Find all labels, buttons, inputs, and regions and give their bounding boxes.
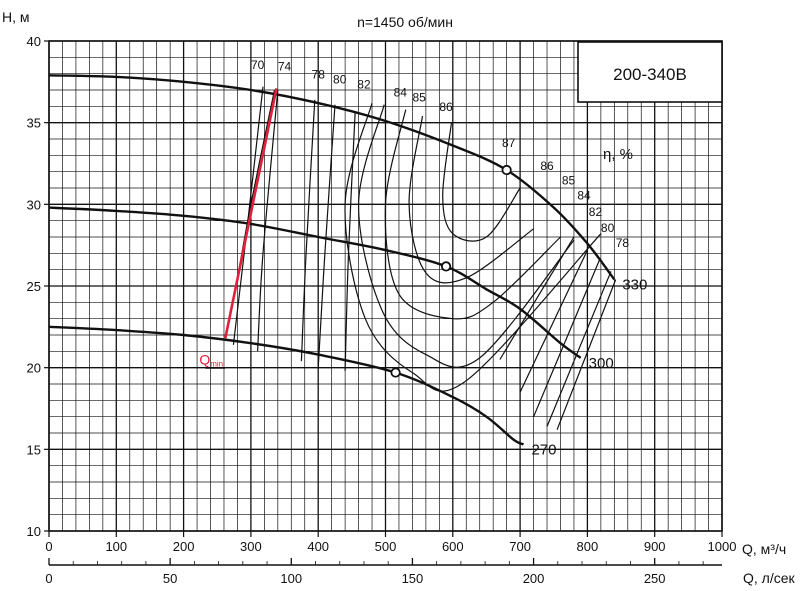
efficiency-label: 80 — [601, 221, 615, 235]
efficiency-contour-line — [317, 104, 336, 368]
impeller-curve-330 — [48, 74, 616, 281]
efficiency-label: 74 — [278, 59, 292, 73]
model-badge — [577, 41, 723, 103]
efficiency-label: 70 — [251, 58, 265, 72]
efficiency-contour-84 — [384, 109, 561, 320]
efficiency-label: 85 — [562, 174, 576, 188]
axis-ticks: 0 100 200 300 400 500 600 700 800 900 100010152025… — [27, 34, 737, 586]
x2-tick-label: 50 — [163, 571, 177, 586]
efficiency-contour-line — [300, 99, 316, 362]
efficiency-contour-line — [546, 271, 612, 427]
impeller-curve-270 — [48, 325, 525, 446]
efficiency-label: 85 — [412, 90, 426, 104]
impeller-curve-label: 330 — [622, 276, 647, 293]
qmin-label-sub: min — [210, 359, 223, 368]
efficiency-contour-85 — [408, 116, 534, 284]
model-label: 200-340B — [613, 65, 687, 84]
x2-tick-label: 150 — [402, 571, 424, 586]
qmin-line — [224, 88, 278, 339]
y-tick-label: 10 — [27, 524, 41, 539]
efficiency-label: 78 — [616, 236, 630, 250]
y-tick-label: 30 — [27, 197, 41, 212]
x-tick-label: 600 — [442, 539, 464, 554]
efficiency-contour-80 — [344, 102, 602, 392]
qmin-label: Qmin — [199, 351, 223, 368]
major-grid — [48, 40, 723, 532]
bep-point — [501, 164, 512, 176]
efficiency-axis-label: η, % — [603, 146, 633, 163]
efficiency-label: 82 — [589, 205, 603, 219]
efficiency-label: 84 — [577, 188, 591, 202]
efficiency-label: 80 — [333, 72, 347, 86]
x-tick-label: 500 — [375, 539, 397, 554]
x-tick-label: 0 — [45, 539, 52, 554]
efficiency-contour-line — [556, 279, 617, 430]
x-axis-title: Q, м³/ч — [742, 541, 786, 557]
x2-tick-label: 200 — [523, 571, 545, 586]
bep-point — [390, 367, 401, 378]
bep-point — [440, 261, 452, 272]
efficiency-contour-line — [257, 89, 279, 352]
x2-tick-label: 250 — [644, 571, 666, 586]
qmin-label-main: Q — [199, 351, 210, 367]
efficiency-label: 87 — [502, 136, 516, 150]
y-tick-label: 15 — [27, 442, 41, 457]
impeller-curve-label: 270 — [531, 441, 556, 458]
efficiency-contour-86 — [442, 122, 521, 242]
impeller-curve-label: 300 — [589, 355, 614, 372]
chart-title: n=1450 об/мин — [357, 14, 453, 30]
x2-tick-label: 0 — [45, 571, 52, 586]
x-tick-label: 100 — [105, 539, 127, 554]
x-tick-label: 700 — [509, 539, 531, 554]
y-tick-label: 25 — [27, 279, 41, 294]
efficiency-label: 86 — [439, 100, 453, 114]
x-tick-label: 1000 — [708, 539, 737, 554]
impeller-curve-300 — [48, 206, 582, 359]
x2-tick-label: 100 — [280, 571, 302, 586]
qmin-group: Qmin — [199, 88, 278, 369]
x-tick-label: 900 — [644, 539, 666, 554]
y-tick-label: 20 — [27, 361, 41, 376]
efficiency-label: 86 — [540, 159, 554, 173]
y-tick-label: 35 — [27, 116, 41, 131]
x2-axis-title: Q, л/сек — [743, 570, 796, 586]
efficiency-contour-82 — [357, 104, 575, 368]
y-axis-title: H, м — [2, 9, 30, 25]
x-tick-label: 800 — [577, 539, 599, 554]
efficiency-label: 78 — [312, 68, 326, 82]
efficiency-contours — [232, 86, 617, 430]
efficiency-contour-line — [519, 249, 588, 393]
efficiency-label: 84 — [394, 86, 408, 100]
x-tick-label: 400 — [307, 539, 329, 554]
x-tick-label: 300 — [240, 539, 262, 554]
y-tick-label: 40 — [27, 34, 41, 49]
efficiency-contour-line — [499, 236, 575, 360]
efficiency-label: 82 — [357, 77, 371, 91]
efficiency-contour-line — [533, 259, 601, 417]
x-tick-label: 200 — [173, 539, 195, 554]
